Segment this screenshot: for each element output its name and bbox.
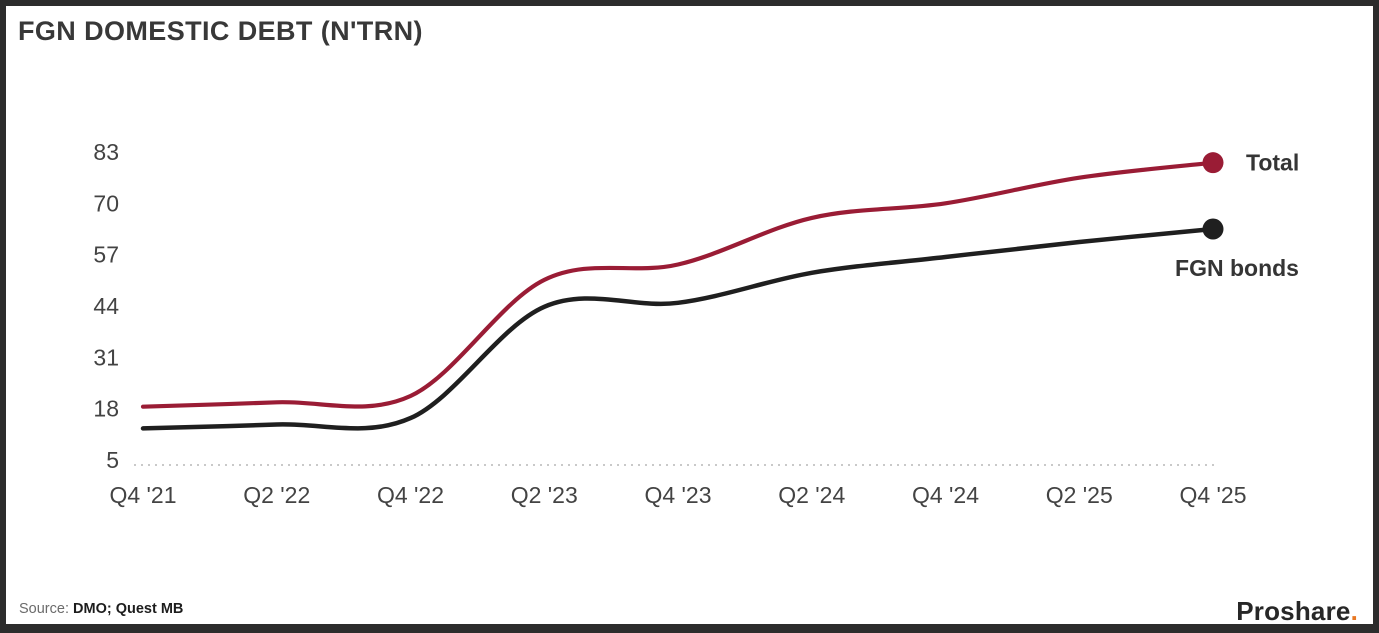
brand-text: Proshare bbox=[1236, 596, 1351, 626]
legend-label-total: Total bbox=[1246, 150, 1299, 176]
x-axis-tick-label: Q4 '23 bbox=[644, 482, 711, 508]
proshare-logo: Proshare. bbox=[1236, 596, 1358, 626]
x-axis-tick-label: Q4 '22 bbox=[377, 482, 444, 508]
source-value: DMO; Quest MB bbox=[73, 601, 184, 617]
y-axis-tick-label: 57 bbox=[93, 242, 119, 268]
y-axis-tick-label: 44 bbox=[93, 293, 119, 319]
series-endpoint-total bbox=[1202, 152, 1224, 174]
debt-line-chart: 83 70 57 44 31 18 5 Q4 '21 Q2 '22 Q4 '22 Q2 '23 Q4 … bbox=[93, 139, 1299, 508]
x-axis-tick-label: Q4 '24 bbox=[912, 482, 979, 508]
x-axis-tick-label: Q4 '21 bbox=[109, 482, 176, 508]
x-axis-tick-label: Q2 '24 bbox=[778, 482, 845, 508]
source-label: Source: bbox=[19, 601, 69, 617]
source-note: Source: DMO; Quest MB bbox=[19, 601, 183, 617]
y-axis-tick-label: 70 bbox=[93, 190, 119, 216]
series-endpoint-fgn-bonds bbox=[1202, 218, 1224, 240]
legend-label-fgn-bonds: FGN bonds bbox=[1175, 255, 1299, 281]
x-axis-tick-label: Q4 '25 bbox=[1179, 482, 1246, 508]
x-axis-tick-label: Q2 '23 bbox=[511, 482, 578, 508]
chart-title: FGN DOMESTIC DEBT (N'TRN) bbox=[18, 16, 423, 46]
x-axis-tick-label: Q2 '25 bbox=[1046, 482, 1113, 508]
brand-dot: . bbox=[1350, 596, 1358, 626]
y-axis-tick-label: 18 bbox=[93, 396, 119, 422]
series-line-fgn-bonds bbox=[140, 226, 1216, 431]
y-axis-tick-label: 5 bbox=[106, 447, 119, 473]
x-axis-tick-label: Q2 '22 bbox=[243, 482, 310, 508]
y-axis-tick-label: 31 bbox=[93, 344, 119, 370]
series-line-total bbox=[140, 160, 1216, 409]
y-axis-tick-label: 83 bbox=[93, 139, 119, 165]
